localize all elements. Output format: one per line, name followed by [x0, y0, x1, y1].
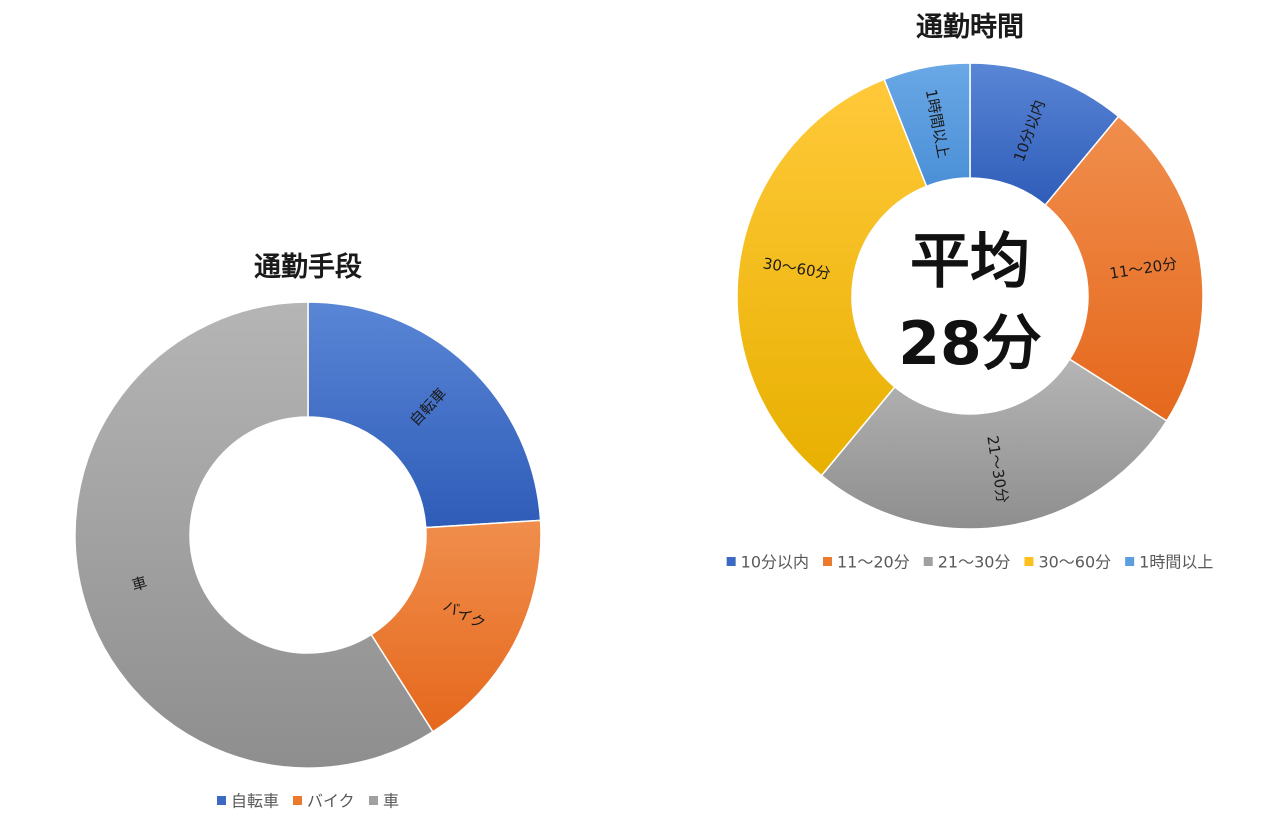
slice-label-3: 車 — [130, 573, 149, 594]
legend-swatch-1 — [216, 796, 226, 805]
legend-label-3: 車 — [383, 792, 399, 811]
legend-label-4: 30～60分 — [1038, 553, 1111, 572]
legend-label-1: 自転車 — [231, 792, 279, 811]
legend-swatch-2 — [823, 557, 833, 566]
donut-slice-4 — [736, 78, 928, 477]
commute-method-chart: 通勤手段 自転車バイク車 自転車 バイク車 — [74, 252, 542, 811]
legend-swatch-3 — [369, 796, 379, 805]
legend-label-2: バイク — [307, 792, 355, 811]
legend-swatch-2 — [292, 796, 302, 805]
legend-label-3: 21～30分 — [938, 553, 1011, 572]
legend-swatch-4 — [1024, 557, 1034, 566]
chart-1-legend: 自転車 バイク 車 — [216, 792, 399, 811]
center-label-line-1: 平均 — [910, 227, 1030, 297]
donut-slice-2 — [370, 519, 542, 733]
donut-slice-2 — [1044, 115, 1204, 422]
legend-label-5: 1時間以上 — [1139, 553, 1213, 572]
commute-time-chart: 通勤時間 10分以内 11～20分 21～30分 30～60分 1時間以上 平均 28分… — [726, 12, 1213, 572]
donut-slice-1 — [307, 301, 542, 529]
legend-label-2: 11～20分 — [837, 553, 910, 572]
chart-1-title: 通勤手段 — [254, 252, 362, 283]
legend-swatch-3 — [923, 557, 933, 566]
donut-slice-3 — [74, 301, 434, 769]
chart-2-title: 通勤時間 — [916, 12, 1024, 43]
chart-2-legend: 10分以内 11～20分 21～30分 30～60分 1時間以上 — [726, 553, 1213, 572]
donut-slice-5 — [883, 62, 971, 188]
legend-swatch-1 — [726, 557, 736, 566]
legend-label-1: 10分以内 — [741, 553, 809, 572]
legend-swatch-5 — [1125, 557, 1135, 566]
donut-slice-3 — [820, 358, 1168, 530]
center-label-line-2: 28分 — [898, 309, 1042, 379]
